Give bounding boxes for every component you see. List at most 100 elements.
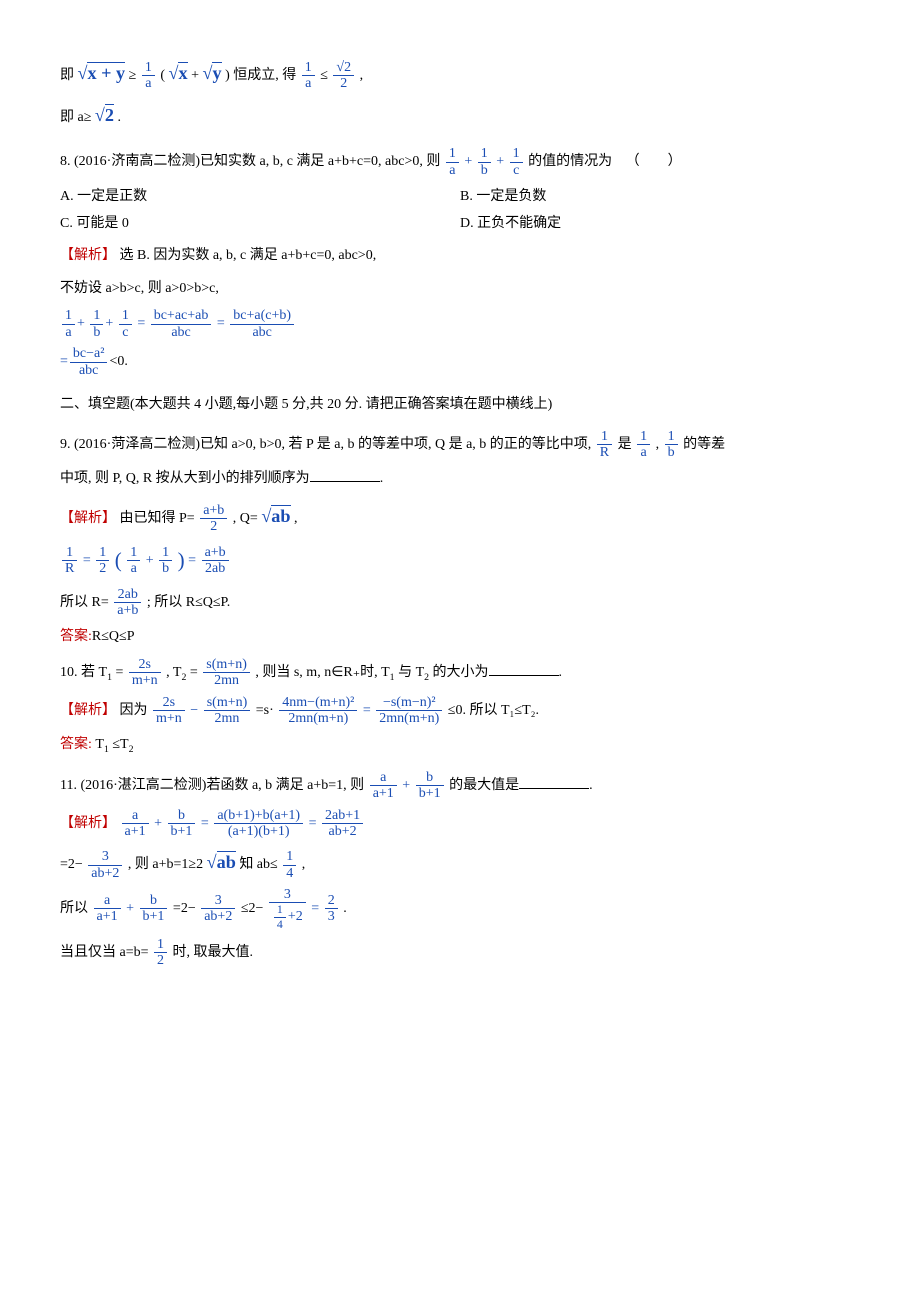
- q8-analysis-1: 【解析】 选 B. 因为实数 a, b, c 满足 a+b+c=0, abc>0…: [60, 243, 860, 270]
- eq2: =: [309, 816, 317, 831]
- t3: , 则当 s, m, n∈R₊时, T: [255, 665, 389, 680]
- fm: bc+ac+ababc: [151, 308, 212, 340]
- t: 因为: [120, 703, 148, 718]
- t4: 与 T: [398, 665, 424, 680]
- p: +: [464, 154, 472, 169]
- sy: √y: [202, 62, 221, 83]
- p2: +: [496, 154, 504, 169]
- t2: , T: [166, 665, 181, 680]
- le: ≤: [320, 68, 328, 83]
- lbl: 答案:: [60, 629, 92, 644]
- eq2: =: [188, 553, 196, 568]
- q10-answer: 答案: T1 ≤T2: [60, 732, 860, 759]
- q10-stem: 10. 若 T1 = 2sm+n , T2 = s(m+n)2mn , 则当 s…: [60, 657, 860, 689]
- t: 即 a≥: [60, 110, 91, 125]
- intro-line-1: 即 √x + y ≥ 1a ( √x + √y ) 恒成立, 得 1a ≤ √2…: [60, 56, 860, 92]
- f: 2aba+b: [114, 587, 141, 619]
- f1: aa+1: [370, 770, 397, 802]
- q8-stem: 8. (2016·济南高二检测)已知实数 a, b, c 满足 a+b+c=0,…: [60, 146, 860, 178]
- fm: 4nm−(m+n)²2mn(m+n): [279, 695, 357, 727]
- f2: s(m+n)2mn: [204, 695, 251, 727]
- t: 所以: [60, 901, 88, 916]
- fR: 1R: [62, 545, 77, 577]
- eq2: =: [217, 317, 225, 332]
- pr: ): [178, 548, 185, 572]
- t2: 的值的情况为: [528, 154, 612, 169]
- fP: a+b2: [200, 503, 227, 535]
- t: 当且仅当 a=b=: [60, 945, 149, 960]
- q8-opts-1: A. 一定是正数 B. 一定是负数: [60, 184, 860, 211]
- lbl: 【解析】: [60, 703, 116, 718]
- f3: 1c: [510, 146, 523, 178]
- opt-b: B. 一定是负数: [460, 184, 860, 211]
- t2: , Q=: [233, 511, 258, 526]
- a: R≤Q≤P: [92, 629, 135, 644]
- t3: 知 ab≤: [239, 857, 277, 872]
- t: <0.: [109, 354, 127, 369]
- t: 8. (2016·济南高二检测)已知实数 a, b, c 满足 a+b+c=0,…: [60, 154, 440, 169]
- p: +: [126, 901, 134, 916]
- fR: 1R: [597, 429, 612, 461]
- lbl: 【解析】: [60, 248, 116, 263]
- f: 3ab+2: [88, 849, 122, 881]
- t2: 是: [618, 437, 632, 452]
- ge: ≥: [129, 68, 137, 83]
- t2: 时, 取最大值.: [173, 945, 254, 960]
- opt-a: A. 一定是正数: [60, 184, 460, 211]
- sq: √ab: [207, 851, 236, 872]
- s2: √2: [95, 104, 114, 125]
- blank: [489, 661, 559, 676]
- q8-eq-1: 1a+ 1b+ 1c = bc+ac+ababc = bc+a(c+b)abc: [60, 308, 860, 340]
- f2: 14: [283, 849, 296, 881]
- f: 1a: [62, 308, 75, 340]
- q11-analysis-2: =2− 3ab+2 , 则 a+b=1≥2 √ab 知 ab≤ 14 ,: [60, 845, 860, 881]
- lbl: 答案:: [60, 737, 92, 752]
- e: .: [117, 110, 121, 125]
- pl: (: [160, 68, 165, 83]
- t2: 的最大值是: [449, 778, 519, 793]
- t: 即: [60, 68, 74, 83]
- s1: 1: [104, 744, 109, 755]
- t4: ,: [302, 857, 306, 872]
- t2: , 则 a+b=1≥2: [128, 857, 203, 872]
- fr: 23: [325, 893, 338, 925]
- opt-c: C. 可能是 0: [60, 211, 460, 238]
- t5: 的大小为: [433, 665, 489, 680]
- t3: ≤2−: [241, 901, 264, 916]
- c: ,: [360, 68, 364, 83]
- fT1: 2sm+n: [129, 657, 161, 689]
- f2: bb+1: [168, 808, 196, 840]
- f3: 3ab+2: [201, 893, 235, 925]
- t3: 的等差: [683, 437, 725, 452]
- q9-analysis-3: 所以 R= 2aba+b ; 所以 R≤Q≤P.: [60, 587, 860, 619]
- s2: 2: [129, 744, 134, 755]
- eq: =: [311, 901, 319, 916]
- sq: √ab: [261, 505, 290, 526]
- pr: ): [225, 68, 230, 83]
- t: 所以 R=: [60, 595, 109, 610]
- a1: T: [95, 737, 104, 752]
- f: 12: [154, 937, 167, 969]
- t: 11. (2016·湛江高二检测)若函数 a, b 满足 a+b=1, 则: [60, 778, 364, 793]
- es: =s·: [256, 703, 274, 718]
- p: +: [154, 816, 162, 831]
- s1b: 1: [390, 672, 395, 683]
- eq: =: [137, 317, 145, 332]
- eq: =: [83, 553, 91, 568]
- eq: =: [115, 665, 123, 680]
- t2: =2−: [173, 901, 196, 916]
- fm1: a(b+1)+b(a+1)(a+1)(b+1): [214, 808, 303, 840]
- q9-analysis-2: 1R = 12 ( 1a + 1b ) = a+b2ab: [60, 541, 860, 581]
- blank: [519, 774, 589, 789]
- t: 中项, 则 P, Q, R 按从大到小的排列顺序为: [60, 471, 310, 486]
- f2: bb+1: [140, 893, 168, 925]
- tt: ≤0. 所以 T₁≤T₂.: [448, 703, 539, 718]
- q8-eq-2: =bc−a²abc<0.: [60, 346, 860, 378]
- fT2: s(m+n)2mn: [203, 657, 250, 689]
- eq: =: [201, 816, 209, 831]
- fr: bc+a(c+b)abc: [230, 308, 294, 340]
- f2: bb+1: [416, 770, 444, 802]
- s2b: 2: [424, 672, 429, 683]
- q11-stem: 11. (2016·湛江高二检测)若函数 a, b 满足 a+b=1, 则 aa…: [60, 770, 860, 802]
- t: =2−: [60, 857, 83, 872]
